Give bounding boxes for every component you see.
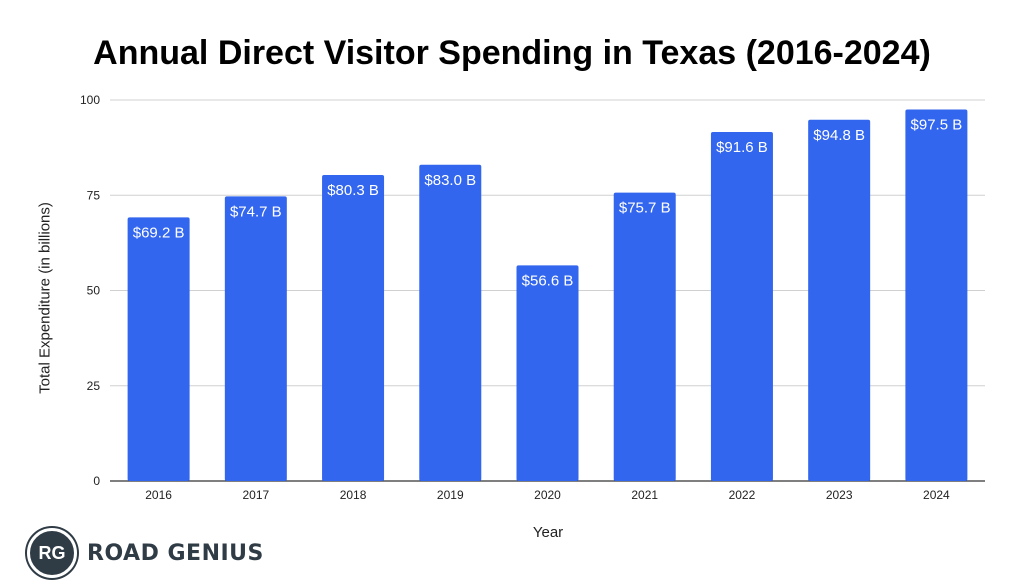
road-genius-logo: RG ROAD GENIUS: [27, 528, 264, 578]
data-label: $80.3 B: [327, 182, 379, 199]
x-axis-label: Year: [532, 524, 564, 541]
data-label: $56.6 B: [522, 272, 574, 289]
x-tick-label: 2017: [242, 488, 269, 502]
x-tick-label: 2019: [437, 488, 464, 502]
bar: [419, 164, 482, 481]
bar: [613, 192, 676, 481]
x-tick-label: 2022: [729, 488, 756, 502]
y-tick-label: 50: [87, 284, 101, 298]
data-label: $94.8 B: [813, 127, 865, 144]
logo-badge-icon: RG: [27, 528, 77, 578]
chart-title: Annual Direct Visitor Spending in Texas …: [93, 34, 931, 72]
data-label: $91.6 B: [716, 139, 768, 156]
bar: [516, 265, 579, 481]
x-tick-label: 2020: [534, 488, 561, 502]
bar: [322, 175, 385, 481]
y-tick-label: 100: [80, 93, 100, 107]
y-tick-label: 25: [87, 379, 101, 393]
bar: [224, 196, 287, 481]
data-label: $97.5 B: [911, 117, 963, 134]
x-tick-label: 2023: [826, 488, 853, 502]
x-tick-label: 2021: [631, 488, 658, 502]
bar: [905, 109, 968, 482]
x-tick-label: 2018: [340, 488, 367, 502]
bar: [808, 119, 871, 481]
logo-wordmark: ROAD GENIUS: [87, 540, 264, 566]
bar: [127, 217, 190, 481]
data-label: $74.7 B: [230, 203, 282, 220]
data-label: $75.7 B: [619, 200, 671, 217]
x-tick-label: 2016: [145, 488, 172, 502]
bar: [710, 132, 773, 481]
data-label: $69.2 B: [133, 224, 185, 241]
y-tick-label: 0: [93, 474, 100, 488]
y-tick-label: 75: [87, 188, 101, 202]
data-label: $83.0 B: [424, 172, 476, 189]
x-tick-label: 2024: [923, 488, 950, 502]
